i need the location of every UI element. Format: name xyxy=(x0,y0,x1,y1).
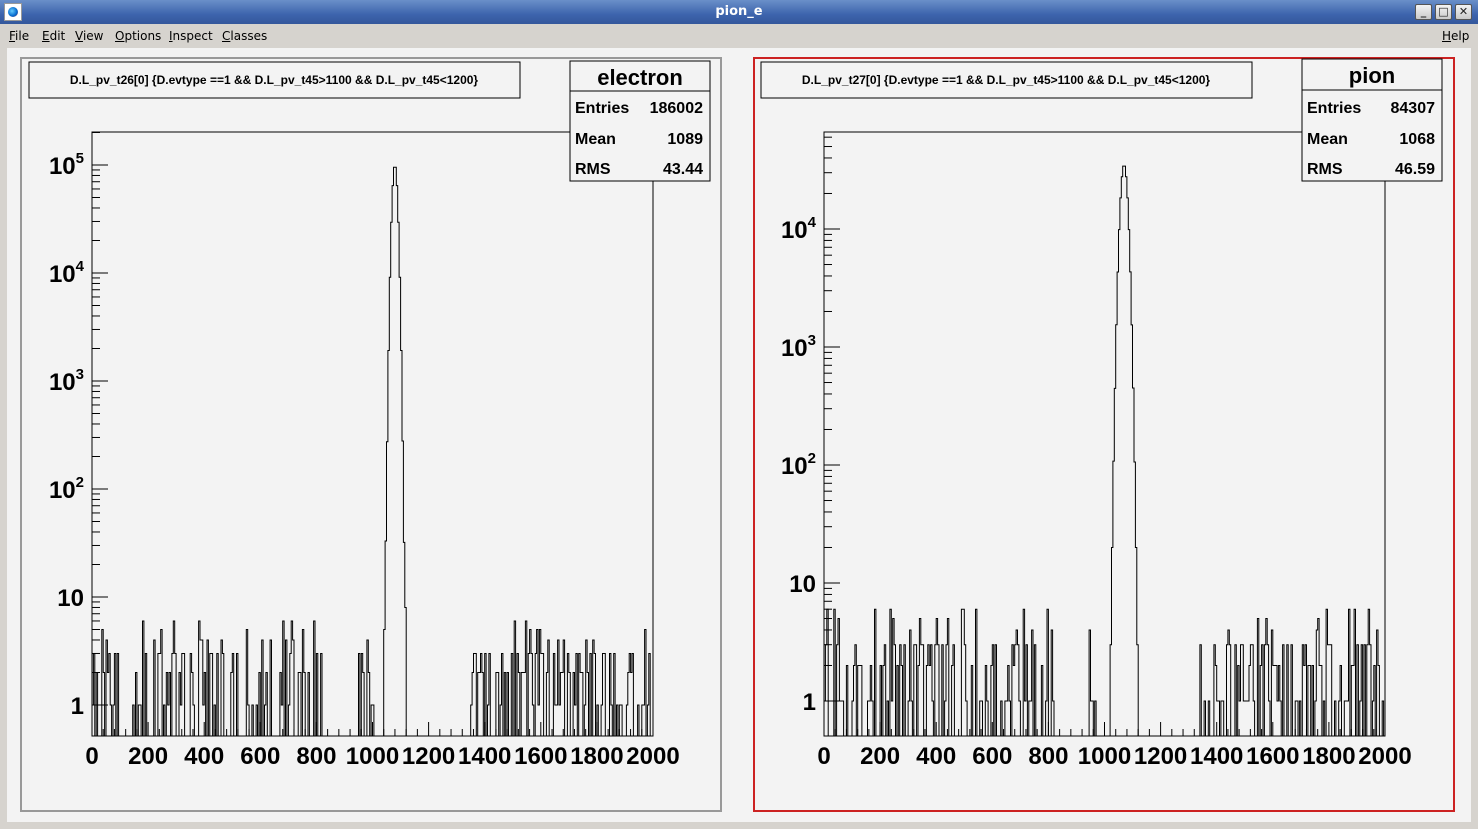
y-tick-label: 102 xyxy=(781,450,816,480)
x-tick-label: 800 xyxy=(296,743,336,770)
stats-entries-value: 186002 xyxy=(650,100,703,117)
stats-rms-value: 46.59 xyxy=(1395,161,1435,178)
pad-frame xyxy=(20,57,722,812)
x-tick-label: 1200 xyxy=(402,743,455,770)
window-title: pion_e xyxy=(715,4,763,19)
pad-electron[interactable]: 1 10 102 103 104 105 0 200 400 600 800 1000 1200 140… xyxy=(20,57,722,812)
stats-mean-value: 1089 xyxy=(667,131,703,148)
y-tick-label: 104 xyxy=(49,258,85,288)
x-tick-label: 1800 xyxy=(570,743,623,770)
menu-options[interactable]: Options xyxy=(115,29,162,43)
y-tick-label: 10 xyxy=(789,571,816,598)
menu-edit[interactable]: Edit xyxy=(42,29,66,43)
y-tick-label: 104 xyxy=(781,214,817,244)
x-tick-label: 600 xyxy=(972,743,1012,770)
stats-entries-value: 84307 xyxy=(1391,100,1436,117)
y-axis: 1 10 102 103 104 xyxy=(781,132,840,736)
pad-pion[interactable]: 1 10 102 103 104 0 200 400 600 800 1000 1200 1400 16… xyxy=(753,57,1455,812)
histogram-title: D.L_pv_t27[0] {D.evtype ==1 && D.L_pv_t4… xyxy=(802,73,1211,87)
x-tick-label: 1000 xyxy=(346,743,399,770)
title-box[interactable]: D.L_pv_t27[0] {D.evtype ==1 && D.L_pv_t4… xyxy=(760,61,1253,99)
x-tick-label: 400 xyxy=(184,743,224,770)
title-bar[interactable]: pion_e _ □ ✕ xyxy=(0,0,1478,24)
title-box[interactable]: D.L_pv_t26[0] {D.evtype ==1 && D.L_pv_t4… xyxy=(28,61,521,99)
root-canvas[interactable]: 1 10 102 103 104 105 0 200 400 600 800 1000 1200 140… xyxy=(7,48,1471,822)
y-tick-label: 103 xyxy=(781,332,816,362)
stats-box[interactable]: pion Entries 84307 Mean 1068 RMS 46.59 xyxy=(1301,58,1443,182)
menu-file[interactable]: File xyxy=(9,29,30,43)
stats-entries-label: Entries xyxy=(575,100,629,117)
plot-frame xyxy=(91,131,654,737)
x-tick-label: 200 xyxy=(128,743,168,770)
root-app-icon[interactable] xyxy=(4,3,22,21)
x-tick-label: 1600 xyxy=(1246,743,1299,770)
stats-mean-value: 1068 xyxy=(1399,131,1435,148)
x-tick-label: 1400 xyxy=(458,743,511,770)
x-tick-label: 0 xyxy=(85,743,98,770)
stats-rms-label: RMS xyxy=(575,161,611,178)
y-tick-label: 102 xyxy=(49,474,84,504)
title-box-rect xyxy=(760,61,1253,99)
x-tick-label: 2000 xyxy=(1358,743,1411,770)
menu-inspect[interactable]: Inspect xyxy=(169,29,213,43)
menu-classes[interactable]: Classes xyxy=(222,29,268,43)
y-tick-label: 10 xyxy=(57,585,84,612)
histogram-title: D.L_pv_t26[0] {D.evtype ==1 && D.L_pv_t4… xyxy=(70,73,479,87)
y-tick-label: 103 xyxy=(49,366,84,396)
histogram-line xyxy=(823,165,1385,737)
stats-box-rect xyxy=(1301,58,1443,182)
x-tick-label: 1200 xyxy=(1134,743,1187,770)
y-tick-label: 105 xyxy=(49,150,84,180)
stats-mean-label: Mean xyxy=(575,131,616,148)
x-axis: 0 200 400 600 800 1000 1200 1400 1600 1800 2000 xyxy=(85,722,680,770)
x-tick-label: 200 xyxy=(860,743,900,770)
title-box-rect xyxy=(28,61,521,99)
stats-name: pion xyxy=(1349,63,1395,88)
stats-rms-label: RMS xyxy=(1307,161,1343,178)
x-tick-label: 1400 xyxy=(1190,743,1243,770)
x-axis: 0 200 400 600 800 1000 1200 1400 1600 1800 2000 xyxy=(817,722,1412,770)
menu-help[interactable]: Help xyxy=(1442,29,1470,43)
x-tick-label: 1000 xyxy=(1078,743,1131,770)
x-tick-label: 2000 xyxy=(626,743,679,770)
x-tick-label: 400 xyxy=(916,743,956,770)
stats-name: electron xyxy=(597,65,683,90)
y-axis: 1 10 102 103 104 105 xyxy=(49,131,108,736)
stats-box-rect xyxy=(569,60,711,182)
close-button[interactable]: ✕ xyxy=(1455,4,1472,20)
histogram-line xyxy=(91,166,653,737)
minimize-button[interactable]: _ xyxy=(1415,4,1432,20)
x-tick-label: 600 xyxy=(240,743,280,770)
stats-mean-label: Mean xyxy=(1307,131,1348,148)
stats-entries-label: Entries xyxy=(1307,100,1361,117)
menu-bar: File Edit View Options Inspect Classes H… xyxy=(0,25,1478,47)
x-tick-label: 1800 xyxy=(1302,743,1355,770)
menu-view[interactable]: View xyxy=(75,29,104,43)
stats-box[interactable]: electron Entries 186002 Mean 1089 RMS 43… xyxy=(569,60,711,182)
plot-frame xyxy=(823,131,1386,737)
x-tick-label: 1600 xyxy=(514,743,567,770)
maximize-button[interactable]: □ xyxy=(1435,4,1452,20)
x-tick-label: 800 xyxy=(1028,743,1068,770)
x-tick-label: 0 xyxy=(817,743,830,770)
pad-frame-selected xyxy=(753,57,1455,812)
stats-rms-value: 43.44 xyxy=(663,161,703,178)
y-tick-label: 1 xyxy=(803,689,816,716)
y-tick-label: 1 xyxy=(71,693,84,720)
